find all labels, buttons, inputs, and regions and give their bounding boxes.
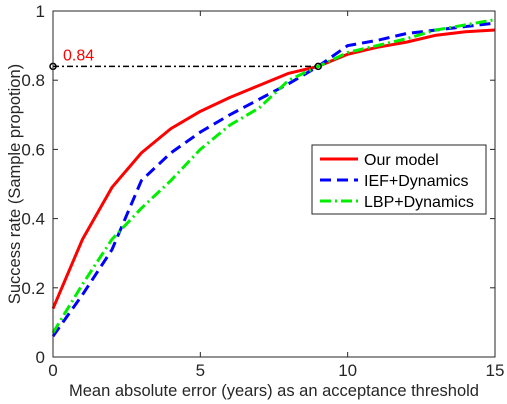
series-layer	[51, 18, 496, 338]
series-line-3	[51, 18, 496, 334]
x-axis-label: Mean absolute error (years) as an accept…	[69, 382, 479, 400]
y-tick: 1	[36, 2, 495, 21]
y-tick: 0.2	[21, 279, 495, 298]
y-tick: 0.8	[21, 71, 495, 90]
y-tick: 0.4	[21, 210, 495, 229]
series-line-2	[51, 21, 496, 338]
axes-box	[52, 10, 496, 358]
annotation-layer: 0.84	[49, 47, 322, 71]
y-axis-label: Success rate (Sample propotion)	[6, 64, 24, 304]
x-tick-label: 5	[196, 361, 205, 380]
legend-label-3: LBP+Dynamics	[364, 194, 474, 211]
y-tick-label: 0.8	[21, 71, 45, 90]
y-tick: 0	[36, 348, 495, 367]
x-tick: 5	[196, 11, 205, 380]
x-tick-label: 10	[338, 361, 357, 380]
axes-layer: 0 5 10 15 0 0.2 0.4 0.6 0.8 1	[21, 2, 504, 380]
x-tick: 15	[486, 11, 505, 380]
legend: Our model IEF+Dynamics LBP+Dynamics	[311, 144, 487, 215]
x-tick-label: 15	[486, 361, 505, 380]
y-tick-label: 1	[36, 2, 45, 21]
legend-label-2: IEF+Dynamics	[364, 173, 468, 190]
y-tick-label: 0.6	[21, 140, 45, 159]
x-tick: 10	[338, 11, 357, 380]
y-tick-label: 0.2	[21, 279, 45, 298]
x-tick-label: 0	[48, 361, 57, 380]
series-line-1	[51, 28, 496, 310]
y-tick-label: 0	[36, 348, 45, 367]
y-tick-label: 0.4	[21, 210, 45, 229]
annotation-label: 0.84	[63, 47, 94, 64]
reference-marker-end	[314, 62, 322, 71]
x-tick: 0	[48, 11, 58, 380]
legend-label-1: Our model	[364, 152, 439, 169]
y-tick: 0.6	[21, 140, 495, 159]
